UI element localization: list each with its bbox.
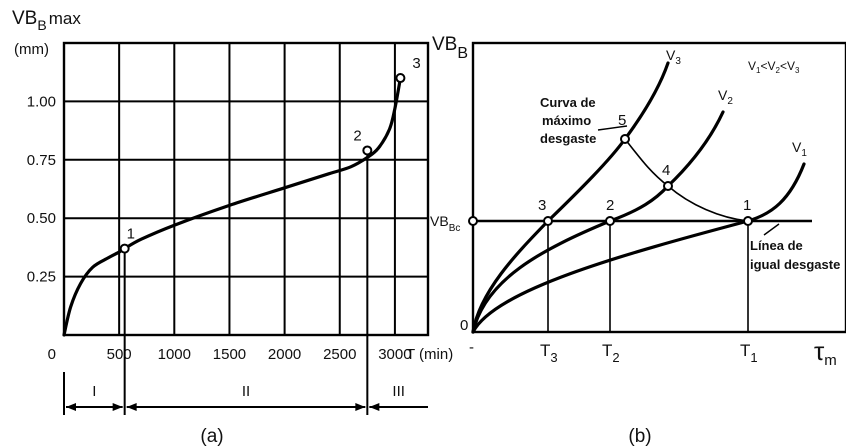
chart-a-point-label: 2 (353, 127, 361, 144)
chart-b-ylabel-sub: B (457, 45, 468, 62)
chart-b-series-v3 (471, 61, 670, 334)
chart-a-xlabel: T (min) (406, 346, 453, 363)
svg-text:Curva de: Curva de (540, 95, 596, 110)
chart-b-point-4-label: 4 (662, 162, 670, 179)
chart-b-series-v2-label: V2 (718, 87, 733, 107)
chart-a-xticks: 500 1000 1500 2000 2500 3000 (107, 346, 412, 363)
chart-b-point-1 (743, 216, 753, 226)
chart-a-zone-arrowhead-right (112, 403, 123, 411)
chart-b-point-2-label: 2 (606, 197, 614, 214)
chart-a-zone-arrowhead-right (355, 403, 366, 411)
chart-b-point-2 (605, 216, 615, 226)
chart-b-threshold-main: VB (430, 213, 449, 229)
chart-a-ytick-label: 0.50 (27, 210, 56, 227)
chart-a-ylabel: VBB max (12, 8, 81, 33)
chart-a-frame (62, 41, 430, 337)
chart-b-point-threshold-origin (468, 216, 478, 226)
chart-b-series-v1 (471, 162, 806, 334)
chart-b-point-4 (663, 181, 673, 191)
chart-b-ylabel-main: VB (432, 34, 457, 55)
chart-a-zone-label: III (392, 383, 405, 400)
chart-b-annotation-equal-wear: Línea de igual desgaste (750, 223, 840, 272)
chart-a-xtick-label: 3000 (378, 346, 411, 363)
chart-a-point-1 (119, 243, 130, 254)
chart-a-zone-arrowhead-left (369, 403, 380, 411)
chart-b-threshold-sub: Bc (449, 223, 461, 234)
chart-a-xtick-label: 1500 (213, 346, 246, 363)
chart-a-zone-label: I (92, 383, 96, 400)
chart-a-ytick-label: 1.00 (27, 93, 56, 110)
svg-text:igual desgaste: igual desgaste (750, 257, 840, 272)
chart-b-yzero: 0 (460, 317, 468, 334)
chart-a-zone-arrowhead-left (66, 403, 76, 411)
chart-a-point-label: 1 (127, 226, 135, 243)
chart-b-legend: V1<V2<V3 (748, 59, 800, 75)
chart-b-xtick-t3: T3 (540, 341, 558, 365)
chart-a-xtick-label: 500 (107, 346, 132, 363)
chart-a-ylabel-sub: B (37, 17, 46, 33)
chart-a-xtick-label: 2000 (268, 346, 301, 363)
chart-a-yunit: (mm) (14, 41, 49, 58)
chart-b-max-wear-curve (624, 138, 749, 222)
chart-b-annotation-max-wear: Curva de máximo desgaste (540, 95, 628, 146)
chart-a-zone-arrowhead-left (126, 403, 137, 411)
chart-b-point-3 (543, 216, 553, 226)
chart-a-point-3 (395, 73, 406, 84)
chart-a-point-label: 3 (412, 55, 420, 72)
chart-a-zone-label: II (242, 383, 250, 400)
chart-a-yticks: 0.25 0.50 0.75 1.00 (27, 93, 56, 285)
chart-b-xtick-t2: T2 (602, 341, 620, 365)
chart-b-point-1-label: 1 (743, 197, 751, 214)
chart-b: VBB VBBc V3 V2 V1 V1<V2<V3 (430, 34, 846, 447)
chart-b-caption: (b) (628, 426, 651, 447)
chart-b-series-v1-label: V1 (792, 139, 807, 159)
chart-a-zones: I II III (63, 150, 428, 415)
svg-text:desgaste: desgaste (540, 131, 596, 146)
chart-a-caption: (a) (200, 426, 223, 447)
chart-a-series-line (62, 76, 403, 337)
chart-a-ylabel-main: VB (12, 8, 37, 29)
chart-a-point-2 (362, 145, 373, 156)
chart-b-frame (471, 41, 846, 334)
chart-b-xorigin: - (469, 339, 474, 356)
chart-b-xtick-t1: T1 (740, 341, 758, 365)
chart-a-grid (64, 43, 428, 335)
chart-a: VBB max (mm) 0.250.500.751.00 500 1000 1500… (12, 8, 453, 447)
chart-b-ylabel: VBB (432, 34, 468, 62)
chart-a-ylabel-suffix: max (49, 9, 82, 28)
chart-b-series-v2 (471, 110, 725, 334)
chart-a-xtick-label: 1000 (158, 346, 191, 363)
chart-b-point-3-label: 3 (538, 197, 546, 214)
chart-a-points: 1 2 3 (119, 55, 421, 254)
chart-b-series-v3-label: V3 (666, 47, 681, 67)
chart-a-ytick-label: 0.75 (27, 152, 56, 169)
chart-a-xtick-label: 2500 (323, 346, 356, 363)
svg-text:máximo: máximo (542, 113, 591, 128)
chart-b-point-5-label: 5 (618, 112, 626, 129)
chart-b-xlabel: τm (814, 336, 837, 369)
chart-a-xzero: 0 (48, 346, 56, 363)
chart-b-threshold-label: VBBc (430, 213, 460, 234)
svg-text:Línea de: Línea de (750, 238, 803, 253)
chart-b-point-5 (620, 134, 630, 144)
chart-a-ytick-label: 0.25 (27, 269, 56, 286)
